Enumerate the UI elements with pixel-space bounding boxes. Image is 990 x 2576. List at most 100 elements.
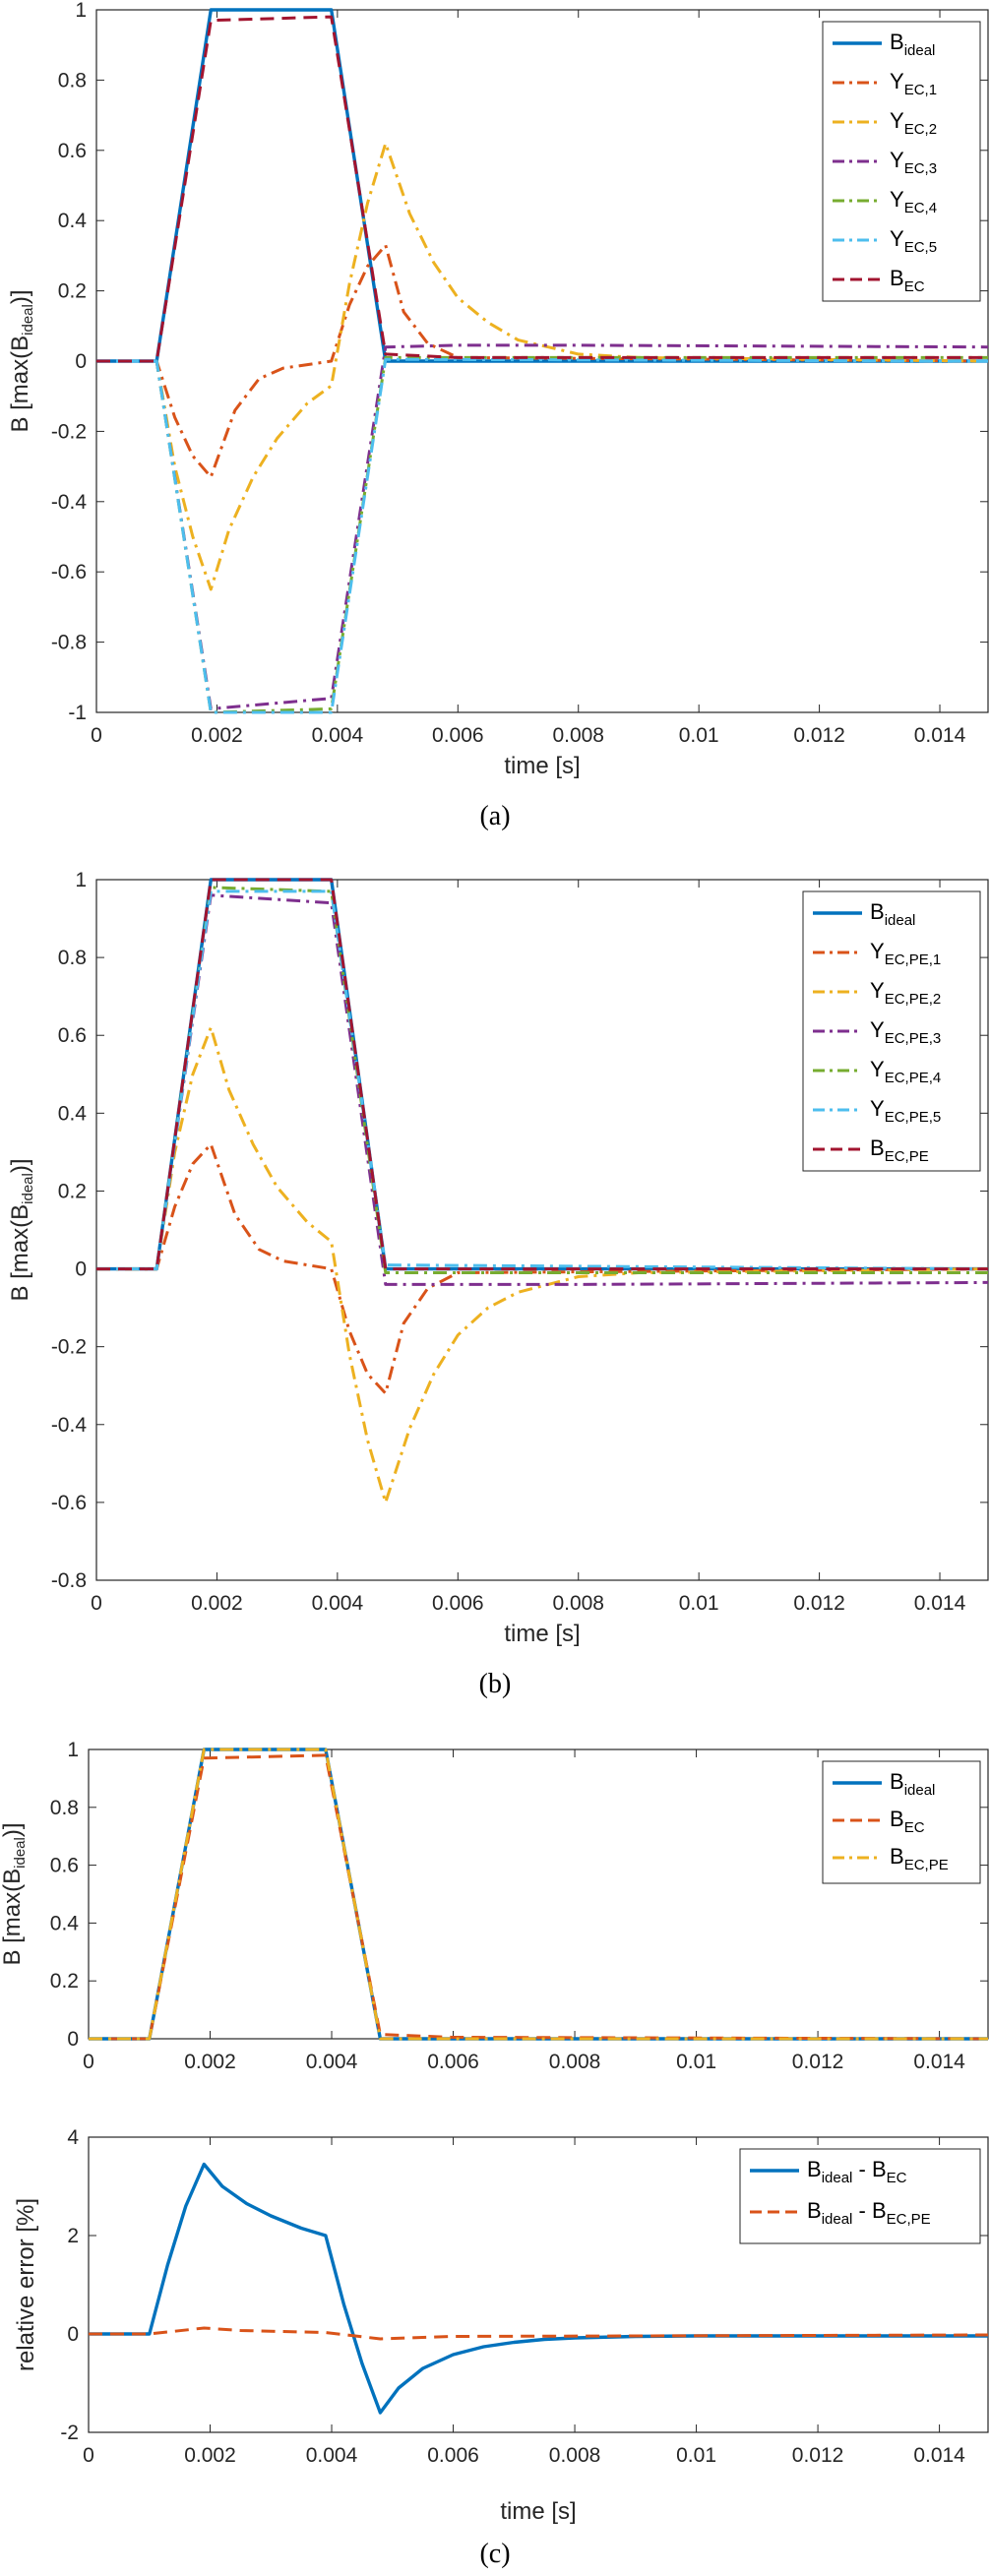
caption-a: (a) <box>479 801 510 831</box>
x-tick-label: 0.01 <box>679 1592 719 1615</box>
y-tick-label: 0 <box>75 350 87 373</box>
lines-b <box>96 878 989 1504</box>
x-tick-label: 0.002 <box>191 724 243 747</box>
chart-c2: 0 0.002 0.004 0.006 0.008 0.01 0.012 0.014 -202… <box>13 2126 989 2569</box>
lines-c2 <box>89 2162 989 2415</box>
legend-c2: Bideal​ - BEC​ Bideal​ - BEC,PE​ <box>739 2148 981 2244</box>
y-tick-label: -0.4 <box>51 491 88 514</box>
legend-label-1: YEC,1​ <box>890 69 937 98</box>
x-tick-label: 0.012 <box>793 1592 845 1615</box>
x-ticks-c2: 0 0.002 0.004 0.006 0.008 0.01 0.012 0.014 <box>83 2137 965 2467</box>
legend-label-5: YEC,5​ <box>890 226 937 256</box>
legend-box-c2 <box>739 2148 981 2244</box>
x-tick-label: 0.012 <box>792 2444 844 2467</box>
legend-label-4: YEC,4​ <box>890 187 937 216</box>
y-tick-label: -0.6 <box>51 561 87 583</box>
y-axis-label-b: B [max(Bideal)] <box>7 1158 36 1301</box>
x-ticks-c1: 0 0.002 0.004 0.006 0.008 0.01 0.012 0.014 <box>83 1749 965 2073</box>
legend-b: Bideal​ YEC,PE,1​ YEC,PE,2​ YEC,PE,3​ YEC,PE… <box>802 890 981 1172</box>
x-tick-label: 0.008 <box>552 1592 604 1615</box>
legend-label-0: Bideal​ - BEC​ <box>807 2157 907 2186</box>
legend-label-2: YEC,PE,2​ <box>870 978 941 1008</box>
legend-label-1: YEC,PE,1​ <box>870 939 941 968</box>
y-tick-label: -2 <box>60 2422 79 2444</box>
x-tick-label: 0.01 <box>679 724 719 747</box>
legend-label-1: Bideal​ - BEC,PE​ <box>807 2198 931 2228</box>
legend-label-6: BEC,PE​ <box>870 1135 929 1165</box>
y-tick-label: -0.6 <box>51 1492 87 1514</box>
x-tick-label: 0.004 <box>306 2051 358 2073</box>
y-tick-label: 0.8 <box>58 69 87 92</box>
series-line-b-ec <box>89 1753 989 2041</box>
chart-c1: 0 0.002 0.004 0.006 0.008 0.01 0.012 0.014 0 0.2… <box>0 1739 989 2073</box>
series-line-b-ec-pe <box>89 1748 988 2041</box>
x-ticks-a: 0 0.002 0.004 0.006 0.008 0.01 0.012 0.014 <box>91 10 966 747</box>
x-axis-label-b: time [s] <box>504 1621 580 1647</box>
x-axis-label-a: time [s] <box>504 753 580 779</box>
legend-label-0: Bideal​ <box>870 899 915 929</box>
x-tick-label: 0.008 <box>549 2051 601 2073</box>
y-tick-label: 0.2 <box>58 280 87 303</box>
y-tick-label: 0.4 <box>58 210 88 232</box>
x-tick-label: 0.006 <box>432 1592 484 1615</box>
y-tick-label: 0.2 <box>50 1970 79 1993</box>
legend-label-0: Bideal​ <box>890 1769 935 1799</box>
x-tick-label: 0.004 <box>312 724 364 747</box>
series-line-b-ideal-b-ec-pe <box>89 2326 989 2341</box>
y-tick-label: 4 <box>67 2126 79 2149</box>
x-tick-label: 0 <box>91 724 102 747</box>
y-tick-label: -0.4 <box>51 1414 88 1437</box>
caption-b: (b) <box>479 1669 512 1699</box>
x-tick-label: 0.014 <box>914 1592 966 1615</box>
legend-label-6: BEC​ <box>890 266 925 295</box>
legend-label-5: YEC,PE,5​ <box>870 1096 941 1126</box>
x-tick-label: 0.006 <box>432 724 484 747</box>
y-tick-label: 1 <box>75 869 87 891</box>
caption-c: (c) <box>479 2539 510 2569</box>
y-tick-label: 1 <box>75 0 87 22</box>
x-tick-label: 0.014 <box>913 2051 965 2073</box>
x-tick-label: 0.012 <box>793 724 845 747</box>
series-line-y-ec-pe-1 <box>96 1142 989 1395</box>
legend-label-3: YEC,3​ <box>890 148 937 177</box>
y-axis-label-c1: B [max(Bideal)] <box>0 1822 29 1965</box>
x-tick-label: 0.008 <box>552 724 604 747</box>
y-tick-label: -0.2 <box>51 420 87 443</box>
x-tick-label: 0.002 <box>191 1592 243 1615</box>
series-line-b-ideal-b-ec <box>89 2162 988 2415</box>
legend-label-3: YEC,PE,3​ <box>870 1017 941 1047</box>
y-tick-label: 0.4 <box>50 1912 80 1934</box>
x-tick-label: 0.002 <box>184 2051 236 2073</box>
y-ticks-c1: 0 0.2 0.4 0.6 0.8 1 <box>50 1739 988 2051</box>
x-tick-label: 0.004 <box>312 1592 364 1615</box>
x-tick-label: 0.014 <box>914 724 966 747</box>
y-tick-label: -1 <box>68 702 87 724</box>
series-line-y-ec-1 <box>96 243 989 479</box>
x-tick-label: 0.008 <box>549 2444 601 2467</box>
x-axis-label-c2: time [s] <box>500 2498 576 2525</box>
x-tick-label: 0.012 <box>792 2051 844 2073</box>
y-tick-label: 0.4 <box>58 1102 88 1125</box>
x-tick-label: 0 <box>91 1592 102 1615</box>
legend-c1: Bideal​ BEC​ BEC,PE​ <box>822 1760 981 1884</box>
y-tick-label: 0.6 <box>50 1855 79 1877</box>
y-tick-label: 2 <box>67 2225 79 2247</box>
y-tick-label: 0.8 <box>58 947 87 969</box>
series-line-y-ec-pe-2 <box>96 1025 989 1504</box>
y-ticks-b: -0.8 -0.6 -0.4 -0.2 0 0.2 0.4 0.6 0.8 1 <box>51 869 988 1592</box>
legend-label-2: YEC,2​ <box>890 108 937 138</box>
x-tick-label: 0.01 <box>676 2444 716 2467</box>
series-line-y-ec-2 <box>96 142 989 591</box>
legend-label-1: BEC​ <box>890 1807 925 1836</box>
x-tick-label: 0 <box>83 2051 94 2073</box>
y-tick-label: -0.2 <box>51 1336 87 1359</box>
legend-box-a <box>822 21 981 302</box>
x-tick-label: 0.002 <box>184 2444 236 2467</box>
legend-label-4: YEC,PE,4​ <box>870 1057 941 1086</box>
legend-a: Bideal​ YEC,1​ YEC,2​ YEC,3​ YEC,4​ YEC,5​ BEC… <box>822 21 981 302</box>
legend-label-2: BEC,PE​ <box>890 1844 949 1873</box>
y-tick-label: 0 <box>75 1258 87 1281</box>
y-tick-label: 0 <box>67 2028 79 2051</box>
chart-a: 0 0.002 0.004 0.006 0.008 0.01 0.012 0.014 -1 -0… <box>7 0 989 831</box>
